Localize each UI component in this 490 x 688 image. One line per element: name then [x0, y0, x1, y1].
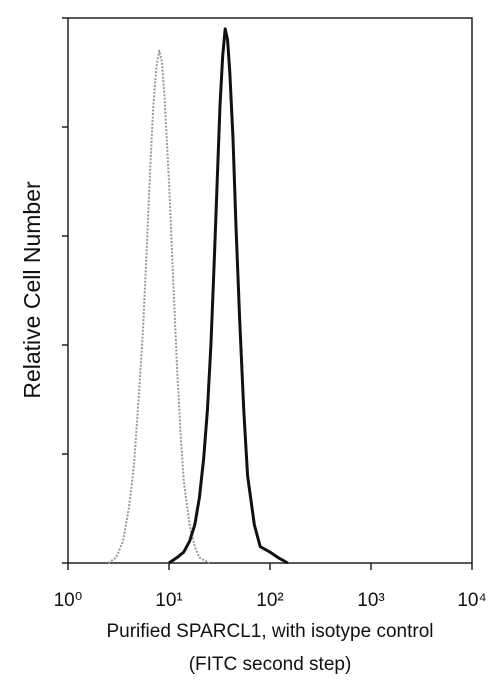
x-tick-label: 10⁰	[54, 590, 83, 611]
y-axis-label: Relative Cell Number	[19, 181, 45, 399]
x-tick-label: 10²	[256, 590, 283, 611]
histogram-line	[107, 49, 210, 564]
x-tick-label: 10⁴	[457, 590, 486, 611]
x-axis-label: (FITC second step)	[189, 654, 352, 675]
x-tick-label: 10³	[357, 590, 384, 611]
histogram-line	[168, 27, 289, 565]
plot-frame	[67, 17, 473, 564]
x-tick-label: 10¹	[155, 590, 182, 611]
x-axis-label: Purified SPARCL1, with isotype control	[106, 621, 433, 642]
